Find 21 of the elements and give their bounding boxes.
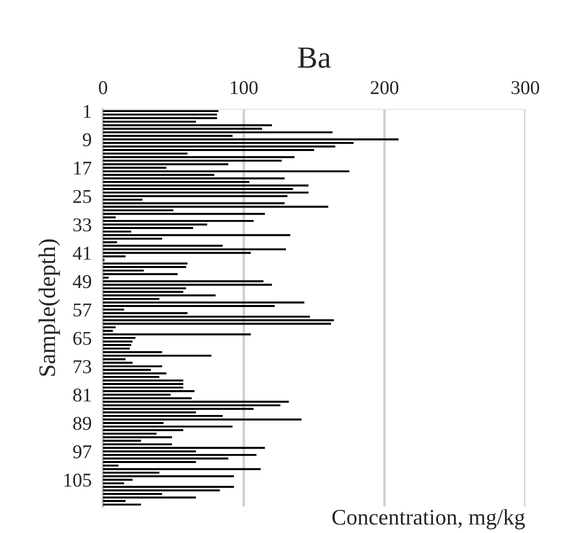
x-tick-label: 200 xyxy=(370,81,398,94)
y-tick-label: 41 xyxy=(72,246,91,260)
y-tick-label: 49 xyxy=(72,275,92,288)
y-tick-label: 97 xyxy=(73,445,92,458)
y-axis-title: Sample(depth) xyxy=(38,239,60,376)
y-tick-label: 33 xyxy=(73,218,92,232)
y-tick-label: 81 xyxy=(73,388,91,402)
x-tick-label: 300 xyxy=(512,81,540,94)
chart-title: Ba xyxy=(298,48,331,68)
y-tick-label: 17 xyxy=(74,162,92,175)
y-tick-label: 89 xyxy=(73,416,92,430)
y-tick-label: 9 xyxy=(82,133,92,146)
y-tick-label: 105 xyxy=(64,474,92,487)
y-tick-label: 57 xyxy=(74,304,92,317)
y-tick-label: 73 xyxy=(74,360,92,374)
y-tick-label: 65 xyxy=(73,332,92,345)
x-tick-label: 100 xyxy=(230,81,258,94)
x-tick-label: 0 xyxy=(98,81,108,94)
y-tick-label: 1 xyxy=(84,104,91,118)
x-axis-title: Concentration, mg/kg xyxy=(332,509,525,530)
y-tick-label: 25 xyxy=(73,190,92,204)
